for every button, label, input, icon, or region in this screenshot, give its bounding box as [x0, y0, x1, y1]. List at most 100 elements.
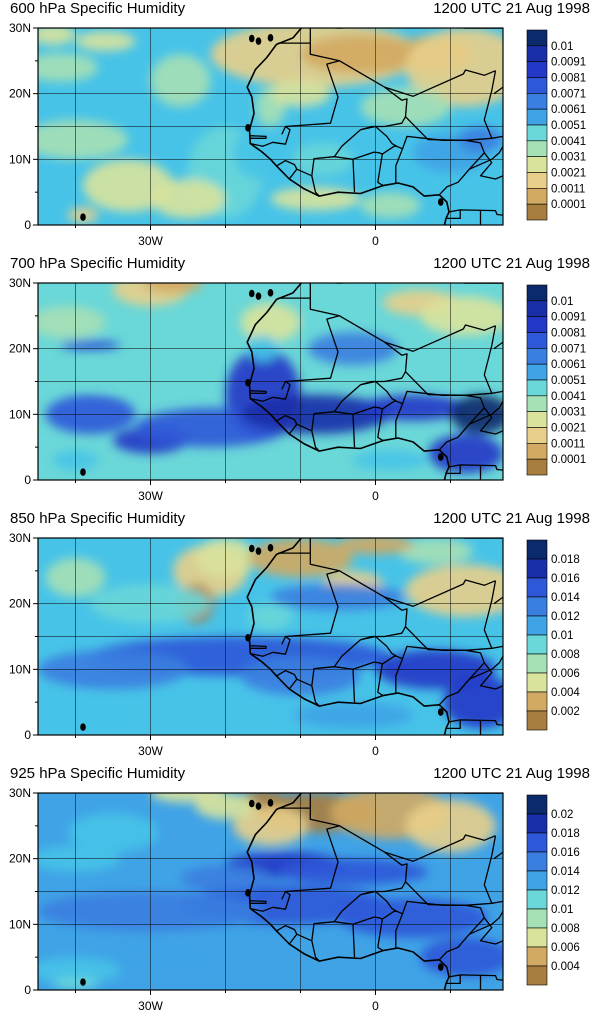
panel-850hpa: 850 hPa Specific Humidity 1200 UTC 21 Aug…	[0, 510, 600, 765]
lon-label: 0	[372, 999, 379, 1013]
colorbar-box	[526, 45, 548, 62]
colorbar-label: 0.02	[551, 809, 573, 821]
panel-title: 700 hPa Specific Humidity	[10, 255, 186, 272]
colorbar-box	[526, 615, 548, 636]
colorbar-box	[526, 363, 548, 381]
colorbar-label: 0.01	[551, 296, 573, 308]
colorbar-label: 0.0081	[551, 73, 586, 85]
colorbar-box	[526, 691, 548, 712]
colorbar-label: 0.006	[551, 942, 580, 954]
colorbar-box	[526, 108, 548, 126]
colorbar-box	[526, 379, 548, 397]
colorbar-label: 0.0061	[551, 104, 586, 116]
colorbar-box	[526, 653, 548, 674]
lat-label: 30N	[9, 276, 31, 290]
lat-label: 10N	[9, 152, 31, 166]
lat-label: 0	[24, 218, 31, 232]
colorbar-box	[526, 124, 548, 142]
colorbar-label: 0.002	[551, 706, 580, 718]
panel-time: 1200 UTC 21 Aug 1998	[433, 255, 590, 272]
colorbar-label: 0.008	[551, 923, 580, 935]
lon-label: 30W	[138, 999, 163, 1013]
colorbar-label: 0.018	[551, 554, 580, 566]
colorbar-box	[526, 539, 548, 560]
colorbar-label: 0.014	[551, 592, 580, 604]
colorbar-box	[526, 832, 548, 853]
panel-700hpa: 700 hPa Specific Humidity 1200 UTC 21 Aug…	[0, 255, 600, 510]
colorbar-legend: 0.02 0.018 0.016 0.014 0.012 0.01 0.008 0.006 0.…	[526, 794, 580, 986]
lat-label: 20N	[9, 852, 31, 866]
axis-ticks	[33, 792, 451, 995]
colorbar-box	[526, 395, 548, 412]
colorbar-label: 0.0041	[551, 136, 586, 148]
colorbar-box	[526, 908, 548, 929]
colorbar-box	[526, 316, 548, 333]
lon-label: 30W	[138, 744, 163, 758]
colorbar-box	[526, 332, 548, 349]
grid-lines	[38, 793, 503, 990]
colorbar-label: 0.0061	[551, 359, 586, 371]
colorbar-label: 0.012	[551, 885, 580, 897]
contour-field	[38, 538, 503, 735]
lon-label: 0	[372, 744, 379, 758]
colorbar-label: 0.016	[551, 847, 580, 859]
panel-title: 850 hPa Specific Humidity	[10, 510, 186, 527]
lon-label: 0	[372, 489, 379, 503]
colorbar-label: 0.01	[551, 630, 573, 642]
lat-label: 20N	[9, 597, 31, 611]
colorbar-box	[526, 927, 548, 948]
colorbar-label: 0.0081	[551, 328, 586, 340]
colorbar-label: 0.0031	[551, 152, 586, 164]
colorbar-box	[526, 794, 548, 815]
colorbar-box	[526, 93, 548, 110]
country-borders	[80, 28, 503, 225]
colorbar-box	[526, 458, 548, 476]
lon-label: 30W	[138, 234, 163, 248]
humidity-map: 30N 20N 10N 0 30W 0 0.01 0.0091 0.0081 0.0071 0.00…	[9, 276, 586, 503]
colorbar-box	[526, 61, 548, 78]
contour-field	[38, 793, 503, 990]
colorbar-box	[526, 965, 548, 986]
colorbar-box	[526, 558, 548, 579]
colorbar-label: 0.008	[551, 649, 580, 661]
panel-time: 1200 UTC 21 Aug 1998	[433, 765, 590, 782]
colorbar-box	[526, 140, 548, 157]
colorbar-label: 0.006	[551, 668, 580, 680]
colorbar-box	[526, 172, 548, 189]
colorbar-legend: 0.01 0.0091 0.0081 0.0071 0.0061 0.0051 0.0041…	[526, 29, 586, 221]
colorbar-label: 0.0041	[551, 391, 586, 403]
grid-lines	[38, 28, 503, 225]
colorbar-box	[526, 29, 548, 47]
panel-time: 1200 UTC 21 Aug 1998	[433, 0, 590, 17]
colorbar-label: 0.0071	[551, 343, 586, 355]
country-borders	[80, 283, 503, 480]
lat-label: 10N	[9, 407, 31, 421]
humidity-map: 30N 20N 10N 0 30W 0 0.01 0.0091 0.0081 0.0071 0.00…	[9, 21, 586, 248]
colorbar-label: 0.0001	[551, 199, 586, 211]
colorbar-label: 0.012	[551, 611, 580, 623]
lat-label: 0	[24, 728, 31, 742]
colorbar-box	[526, 443, 548, 460]
colorbar-box	[526, 870, 548, 891]
colorbar-label: 0.01	[551, 904, 573, 916]
colorbar-box	[526, 851, 548, 872]
panel-title: 600 hPa Specific Humidity	[10, 0, 186, 17]
colorbar-legend: 0.01 0.0091 0.0081 0.0071 0.0061 0.0051 0.0041…	[526, 284, 586, 476]
colorbar-label: 0.004	[551, 961, 580, 973]
colorbar-box	[526, 889, 548, 910]
colorbar-label: 0.0071	[551, 88, 586, 100]
colorbar-box	[526, 634, 548, 655]
colorbar-label: 0.0001	[551, 454, 586, 466]
lat-label: 30N	[9, 786, 31, 800]
contour-field	[38, 28, 503, 225]
colorbar-label: 0.0091	[551, 312, 586, 324]
lat-label: 0	[24, 983, 31, 997]
colorbar-box	[526, 710, 548, 731]
lon-label: 30W	[138, 489, 163, 503]
colorbar-label: 0.01	[551, 41, 573, 53]
colorbar-box	[526, 348, 548, 365]
colorbar-label: 0.016	[551, 573, 580, 585]
lat-label: 30N	[9, 21, 31, 35]
